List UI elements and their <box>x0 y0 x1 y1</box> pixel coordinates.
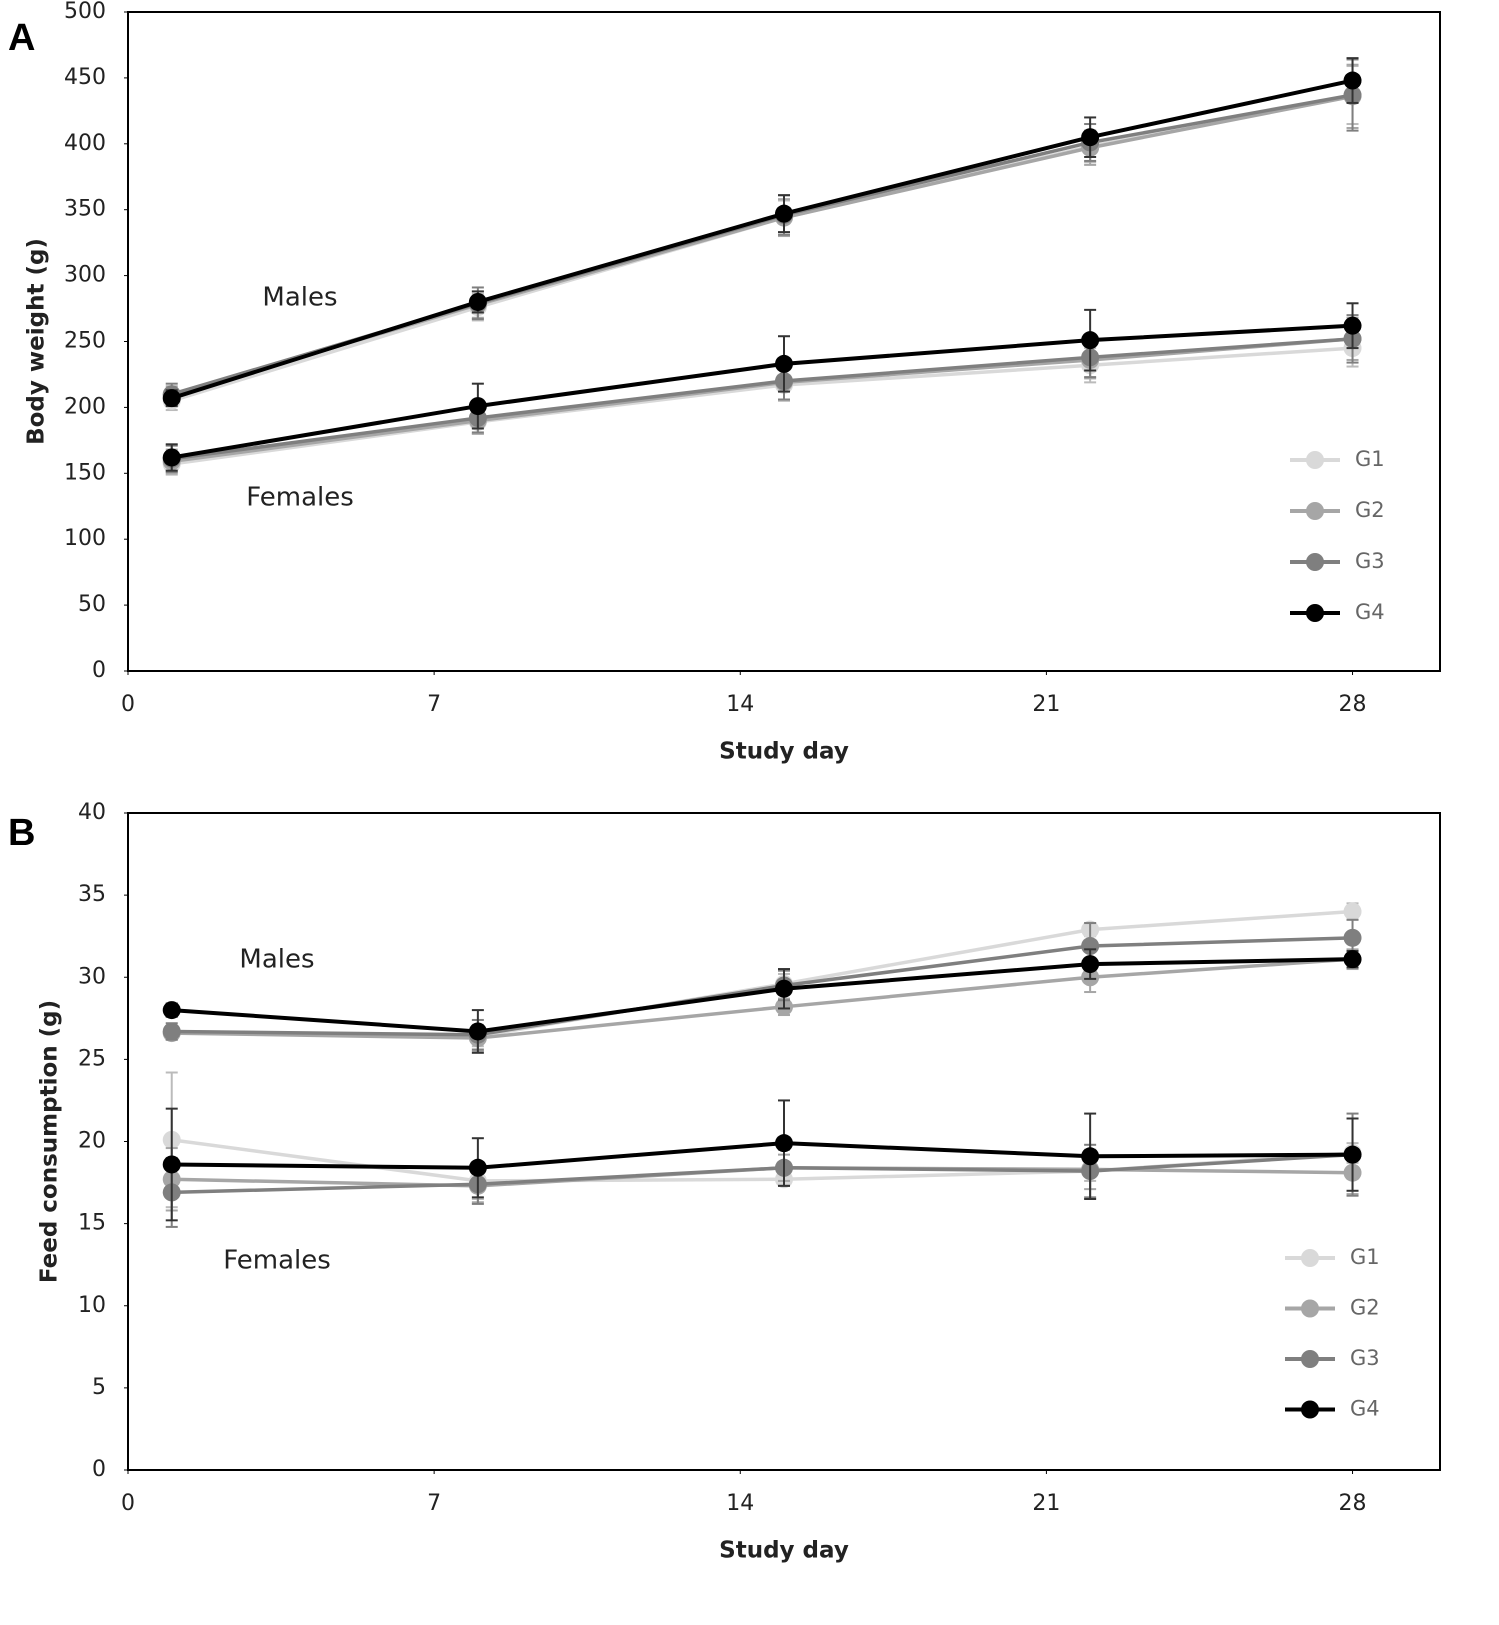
legend-label: G1 <box>1355 447 1385 471</box>
y-tick-label: 150 <box>64 460 106 485</box>
marker <box>1343 928 1362 947</box>
y-axis-title: Feed consumption (g) <box>37 1000 63 1283</box>
marker <box>1343 950 1362 969</box>
y-tick-label: 450 <box>64 65 106 90</box>
series-line <box>171 909 1353 1039</box>
legend-label: G4 <box>1350 1397 1380 1421</box>
y-tick-label: 400 <box>64 131 106 156</box>
marker <box>1343 902 1362 921</box>
y-tick-label: 15 <box>78 1211 106 1236</box>
y-tick-label: 0 <box>92 1457 106 1482</box>
legend-label: G2 <box>1355 498 1385 522</box>
x-tick-label: 28 <box>1339 1491 1367 1516</box>
y-tick-label: 500 <box>64 0 106 24</box>
legend-label: G3 <box>1355 549 1385 573</box>
x-tick-label: 21 <box>1032 692 1060 717</box>
legend-marker <box>1301 1400 1319 1419</box>
marker <box>775 204 793 223</box>
y-tick-label: 40 <box>78 800 106 825</box>
x-tick-label: 21 <box>1032 1491 1060 1516</box>
x-tick-label: 7 <box>427 692 441 717</box>
y-tick-label: 0 <box>92 658 106 683</box>
legend-marker <box>1306 502 1324 520</box>
legend-marker <box>1306 604 1324 622</box>
annotation: Males <box>239 945 314 975</box>
y-axis-title: Body weight (g) <box>24 238 50 445</box>
marker <box>1343 316 1362 335</box>
series-line <box>171 93 1353 396</box>
marker <box>1343 71 1362 90</box>
y-tick-label: 5 <box>92 1375 106 1400</box>
x-tick-label: 7 <box>427 1491 441 1516</box>
marker <box>1081 937 1100 956</box>
y-tick-label: 300 <box>64 263 106 288</box>
marker <box>162 1155 181 1174</box>
marker <box>775 354 793 373</box>
marker <box>162 1022 181 1041</box>
marker <box>162 448 181 467</box>
x-axis-title: Study day <box>719 739 849 765</box>
legend-label: G1 <box>1350 1245 1380 1269</box>
marker <box>775 979 793 998</box>
y-tick-label: 30 <box>78 964 106 989</box>
panel-label: B <box>8 812 35 854</box>
y-tick-label: 25 <box>78 1046 106 1071</box>
legend-marker <box>1301 1299 1319 1318</box>
series-line <box>171 957 1353 1040</box>
legend-marker <box>1301 1249 1319 1267</box>
marker <box>468 1158 487 1177</box>
y-tick-label: 100 <box>64 526 106 551</box>
x-tick-label: 0 <box>121 1491 135 1516</box>
y-tick-label: 50 <box>78 592 106 617</box>
legend-label: G4 <box>1355 600 1385 624</box>
marker <box>1081 1147 1100 1166</box>
series-line <box>171 93 1353 403</box>
x-tick-label: 0 <box>121 692 135 717</box>
y-tick-label: 20 <box>78 1129 106 1154</box>
series-line <box>171 1152 1353 1195</box>
legend-marker <box>1306 553 1324 571</box>
legend-label: G3 <box>1350 1346 1380 1370</box>
series-line <box>171 337 1353 464</box>
x-tick-label: 28 <box>1339 692 1367 717</box>
panel-label: A <box>8 17 35 59</box>
marker <box>468 1022 487 1041</box>
marker <box>162 389 181 408</box>
marker <box>775 1134 793 1153</box>
legend-marker <box>1306 451 1324 469</box>
y-tick-label: 350 <box>64 197 106 222</box>
y-tick-label: 35 <box>78 882 106 907</box>
x-axis-title: Study day <box>719 1538 849 1564</box>
y-tick-label: 200 <box>64 394 106 419</box>
legend-marker <box>1301 1350 1319 1368</box>
annotation: Males <box>262 283 337 313</box>
marker <box>1081 128 1100 147</box>
y-tick-label: 250 <box>64 329 106 354</box>
marker <box>162 1001 181 1020</box>
marker <box>1081 955 1100 974</box>
annotation: Females <box>223 1246 331 1276</box>
marker <box>1343 1145 1362 1164</box>
legend-label: G2 <box>1350 1296 1380 1320</box>
marker <box>468 292 487 311</box>
marker <box>468 397 487 416</box>
x-tick-label: 14 <box>726 692 754 717</box>
annotation: Females <box>246 483 354 513</box>
marker <box>1081 331 1100 350</box>
y-tick-label: 10 <box>78 1293 106 1318</box>
x-tick-label: 14 <box>726 1491 754 1516</box>
